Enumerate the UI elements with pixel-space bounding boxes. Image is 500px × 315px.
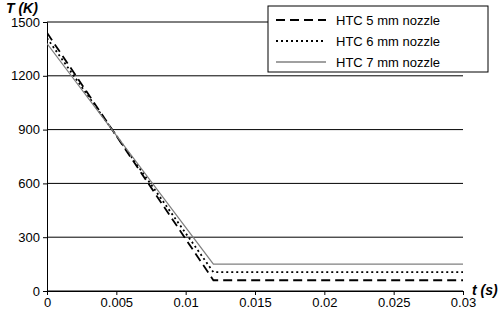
x-axis: 00.0050.010.0150.020.0250.03 (44, 291, 476, 310)
tick-mark (43, 183, 47, 184)
tick: 1500 (11, 15, 47, 30)
grid-line (47, 129, 463, 130)
tick-label: 0.015 (239, 295, 272, 310)
tick-label: 0 (44, 295, 51, 310)
chart: 00.0050.010.0150.020.0250.03030060090012… (0, 0, 500, 315)
series-group (47, 33, 463, 280)
tick-mark (43, 237, 47, 238)
tick-mark (43, 130, 47, 131)
legend-swatch (276, 19, 326, 21)
series-line (47, 38, 463, 272)
y-axis: 0 300 600 900 1200 1500 (11, 15, 47, 299)
legend-swatch (276, 40, 326, 42)
series-line (47, 33, 463, 280)
legend-label: HTC 6 mm nozzle (336, 34, 440, 49)
tick-mark (43, 291, 47, 292)
legend-swatch (276, 61, 326, 62)
tick-label: 600 (18, 176, 40, 191)
tick: 0.025 (378, 291, 411, 310)
tick-label: 0.025 (378, 295, 411, 310)
tick: 0.005 (101, 291, 134, 310)
grid-line (47, 75, 463, 76)
tick-label: 0.005 (101, 295, 134, 310)
grid-line (47, 237, 463, 238)
tick: 600 (18, 176, 47, 191)
tick-label: 1200 (11, 68, 40, 83)
tick-mark (43, 76, 47, 77)
tick-label: 0 (33, 284, 40, 299)
legend-box (268, 6, 488, 72)
tick: 900 (18, 122, 47, 137)
legend-label: HTC 7 mm nozzle (336, 55, 440, 70)
tick-label: 900 (18, 122, 40, 137)
tick-mark (43, 22, 47, 23)
legend: HTC 5 mm nozzle HTC 6 mm nozzle HTC 7 mm n… (268, 6, 488, 72)
series-line (47, 44, 463, 265)
tick-label: 300 (18, 230, 40, 245)
x-axis-title: t (s) (472, 282, 498, 298)
legend-label: HTC 5 mm nozzle (336, 13, 440, 28)
tick-label: 0.01 (174, 295, 199, 310)
y-axis-title: T (K) (6, 0, 38, 16)
tick: 0.01 (174, 291, 199, 310)
plot: 00.0050.010.0150.020.0250.03030060090012… (11, 15, 476, 311)
axis-line (43, 23, 48, 292)
tick: 0.02 (312, 291, 337, 310)
tick: 300 (18, 230, 47, 245)
grid-line (47, 183, 463, 184)
tick: 0.015 (239, 291, 272, 310)
tick-label: 0.02 (312, 295, 337, 310)
tick: 0 (33, 284, 47, 299)
tick-label: 1500 (11, 15, 40, 30)
tick: 0 (44, 291, 51, 310)
y-grid (47, 22, 463, 291)
tick: 1200 (11, 68, 47, 83)
